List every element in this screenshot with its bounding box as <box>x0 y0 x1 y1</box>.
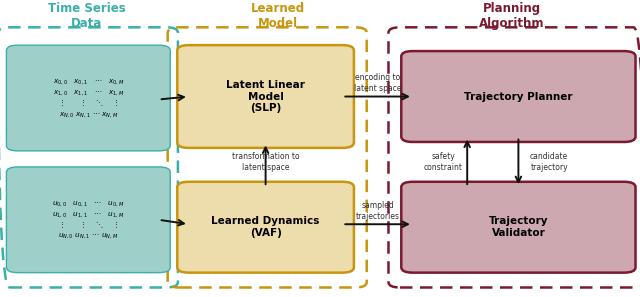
Text: Trajectory Planner: Trajectory Planner <box>464 91 573 102</box>
FancyBboxPatch shape <box>6 167 170 273</box>
Text: $u_{0,0}$   $u_{0,1}$   $\cdots$   $u_{0,M}$
$u_{1,0}$   $u_{1,1}$   $\cdots$   : $u_{0,0}$ $u_{0,1}$ $\cdots$ $u_{0,M}$ $… <box>52 199 124 241</box>
Text: Learned Dynamics
(VAF): Learned Dynamics (VAF) <box>211 217 320 238</box>
FancyBboxPatch shape <box>401 182 636 273</box>
Text: transformation to
latent space: transformation to latent space <box>232 152 300 172</box>
Text: Time Series
Data: Time Series Data <box>47 2 125 30</box>
Text: Planning
Algorithm: Planning Algorithm <box>479 2 545 30</box>
Text: Trajectory
Validator: Trajectory Validator <box>489 217 548 238</box>
FancyBboxPatch shape <box>6 45 170 151</box>
Text: sampled
trajectories: sampled trajectories <box>356 201 399 221</box>
Text: $x_{0,0}$   $x_{0,1}$   $\cdots$   $x_{0,M}$
$x_{1,0}$   $x_{1,1}$   $\cdots$   : $x_{0,0}$ $x_{0,1}$ $\cdots$ $x_{0,M}$ $… <box>52 77 124 119</box>
FancyBboxPatch shape <box>177 182 354 273</box>
Text: safety
constraint: safety constraint <box>424 152 463 172</box>
FancyBboxPatch shape <box>177 45 354 148</box>
Text: Learned
Model: Learned Model <box>252 2 305 30</box>
Text: Latent Linear
Model
(SLP): Latent Linear Model (SLP) <box>226 80 305 113</box>
FancyBboxPatch shape <box>401 51 636 142</box>
Text: encoding to
latent space: encoding to latent space <box>354 73 401 93</box>
Text: candidate
trajectory: candidate trajectory <box>530 152 568 172</box>
